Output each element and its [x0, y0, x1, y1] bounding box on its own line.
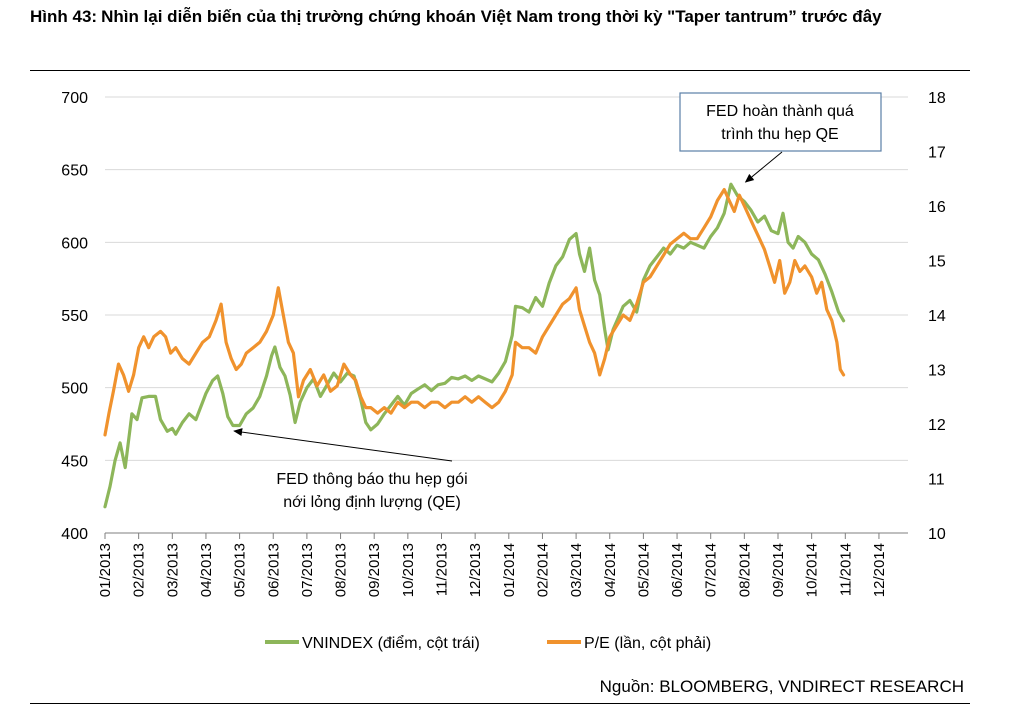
y-left-tick-label: 700 [61, 90, 88, 107]
y-right-tick-label: 15 [928, 254, 946, 271]
y-right-tick-label: 10 [928, 526, 946, 543]
legend-label-vnindex: VNINDEX (điểm, cột trái) [302, 634, 480, 652]
legend: VNINDEX (điểm, cột trái) P/E (lần, cột ph… [265, 634, 711, 652]
annotation-text-qe-complete: FED hoàn thành quá [706, 103, 854, 120]
title-divider [30, 70, 970, 71]
figure-title: Hình 43: Nhìn lại diễn biến của thị trườn… [30, 6, 970, 28]
annotation-arrow-qe-announce [233, 428, 453, 462]
y-left-tick-label: 650 [61, 163, 88, 180]
x-tick-label: 12/2014 [871, 543, 888, 597]
y-left-tick-label: 600 [61, 235, 88, 252]
y-right-tick-label: 16 [928, 199, 946, 216]
x-tick-label: 03/2013 [164, 543, 181, 597]
annotation-text-qe-announce: nới lỏng định lượng (QE) [283, 494, 461, 511]
x-tick-label: 01/2014 [501, 543, 518, 597]
footer-divider [30, 703, 970, 704]
annotation-arrow-qe-complete [744, 151, 783, 183]
y-left-tick-label: 450 [61, 453, 88, 470]
tick-labels: 400 450 500 550 600 650 700 10 11 12 13 14 15 16 17 18 0… [61, 90, 946, 597]
y-right-tick-label: 18 [928, 90, 946, 107]
y-right-tick-label: 12 [928, 417, 946, 434]
x-tick-label: 10/2014 [804, 543, 821, 597]
y-right-tick-label: 14 [928, 308, 946, 325]
y-left-tick-label: 400 [61, 526, 88, 543]
x-tick-label: 12/2013 [467, 543, 484, 597]
figure-label: Hình 43: [30, 7, 98, 26]
x-tick-label: 10/2013 [400, 543, 417, 597]
x-tick-label: 02/2013 [131, 543, 148, 597]
y-right-tick-label: 13 [928, 363, 946, 380]
x-tick-label: 03/2014 [568, 543, 585, 597]
source-note: Nguồn: BLOOMBERG, VNDIRECT RESEARCH [599, 677, 964, 696]
x-tick-label: 02/2014 [534, 543, 551, 597]
x-tick-label: 06/2013 [265, 543, 282, 597]
x-tick-label: 09/2014 [770, 543, 787, 597]
annotation-text-qe-announce: FED thông báo thu hẹp gói [276, 471, 467, 488]
x-tick-label: 07/2013 [299, 543, 316, 597]
x-tick-label: 07/2014 [703, 543, 720, 597]
x-tick-label: 08/2014 [736, 543, 753, 597]
annotation-text-qe-complete: trình thu hẹp QE [721, 126, 838, 143]
y-left-tick-label: 550 [61, 308, 88, 325]
x-tick-label: 04/2013 [198, 543, 215, 597]
vnindex-line [103, 182, 846, 509]
x-tick-label: 05/2013 [232, 543, 249, 597]
x-tick-label: 06/2014 [669, 543, 686, 597]
figure-title-text: Nhìn lại diễn biến của thị trường chứng … [101, 7, 882, 26]
y-right-tick-label: 17 [928, 145, 946, 162]
x-tick-label: 04/2014 [602, 543, 619, 597]
series-lines [103, 182, 846, 509]
legend-label-pe: P/E (lần, cột phải) [584, 635, 711, 652]
y-right-tick-label: 11 [928, 472, 945, 489]
x-tick-label: 08/2013 [333, 543, 350, 597]
x-tick-label: 09/2013 [366, 543, 383, 597]
y-left-tick-label: 500 [61, 381, 88, 398]
axes [104, 532, 908, 539]
annotations: FED thông báo thu hẹp gói nới lỏng định l… [233, 92, 882, 511]
x-tick-label: 11/2014 [837, 543, 854, 596]
callout-box-qe-complete [679, 92, 882, 152]
x-tick-label: 11/2013 [434, 543, 451, 596]
pe-line [103, 188, 846, 437]
x-tick-label: 05/2014 [635, 543, 652, 597]
x-tick-label: 01/2013 [97, 543, 114, 597]
